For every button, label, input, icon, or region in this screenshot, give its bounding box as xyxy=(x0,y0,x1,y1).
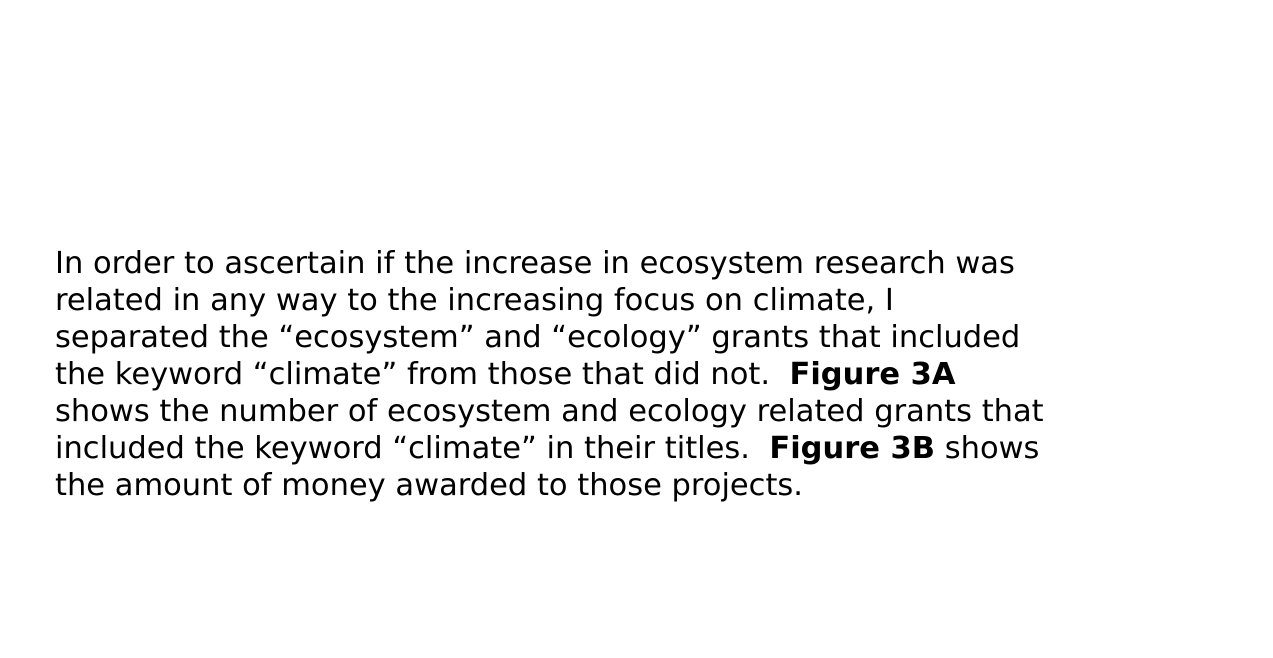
text: the keyword “climate” from those that di… xyxy=(55,357,790,392)
text-line: the amount of money awarded to those pro… xyxy=(55,467,1044,504)
text: the amount of money awarded to those pro… xyxy=(55,468,803,503)
text: shows the number of ecosystem and ecolog… xyxy=(55,394,1044,429)
text-line: the keyword “climate” from those that di… xyxy=(55,356,1044,393)
bold-text: Figure 3A xyxy=(789,357,956,392)
text-line: separated the “ecosystem” and “ecology” … xyxy=(55,319,1044,356)
text-line: related in any way to the increasing foc… xyxy=(55,282,1044,319)
text-line: shows the number of ecosystem and ecolog… xyxy=(55,393,1044,430)
bold-text: Figure 3B xyxy=(769,431,936,466)
text-line: included the keyword “climate” in their … xyxy=(55,430,1044,467)
text-line: In order to ascertain if the increase in… xyxy=(55,245,1044,282)
text: In order to ascertain if the increase in… xyxy=(55,246,1015,281)
text: included the keyword “climate” in their … xyxy=(55,431,770,466)
text: separated the “ecosystem” and “ecology” … xyxy=(55,320,1021,355)
paragraph: In order to ascertain if the increase in… xyxy=(55,245,1044,504)
text: related in any way to the increasing foc… xyxy=(55,283,894,318)
text: shows xyxy=(935,431,1040,466)
